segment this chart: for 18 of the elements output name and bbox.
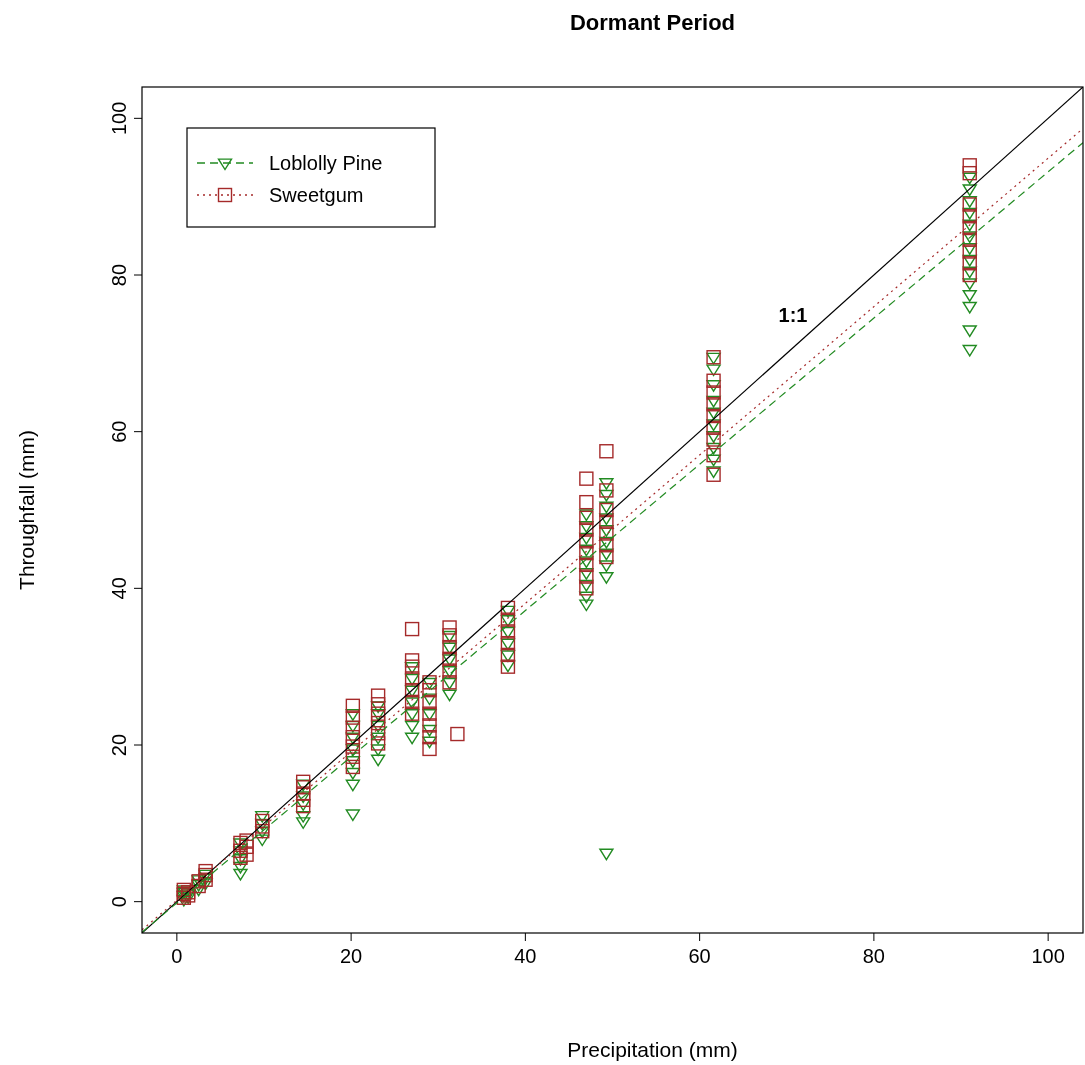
x-tick-label: 20 [339,945,363,967]
x-tick-label: 0 [171,945,183,967]
chart-title: Dormant Period [569,10,736,35]
y-axis-title: Throughfall (mm) [15,430,38,590]
annotation: 1:1 [778,304,808,326]
x-tick-label: 100 [1031,945,1065,967]
x-axis-title: Precipitation (mm) [567,1038,738,1061]
legend-label: Sweetgum [269,184,364,206]
y-tick-label: 60 [108,420,130,443]
y-tick-label: 80 [108,263,130,287]
legend-label: Loblolly Pine [269,152,383,174]
x-tick-label: 60 [688,945,711,967]
x-tick-label: 40 [514,945,537,967]
y-tick-label: 40 [108,577,130,600]
y-tick-label: 20 [108,733,130,757]
y-tick-label: 100 [108,101,130,136]
y-tick-label: 0 [108,896,130,908]
x-tick-label: 80 [862,945,886,967]
